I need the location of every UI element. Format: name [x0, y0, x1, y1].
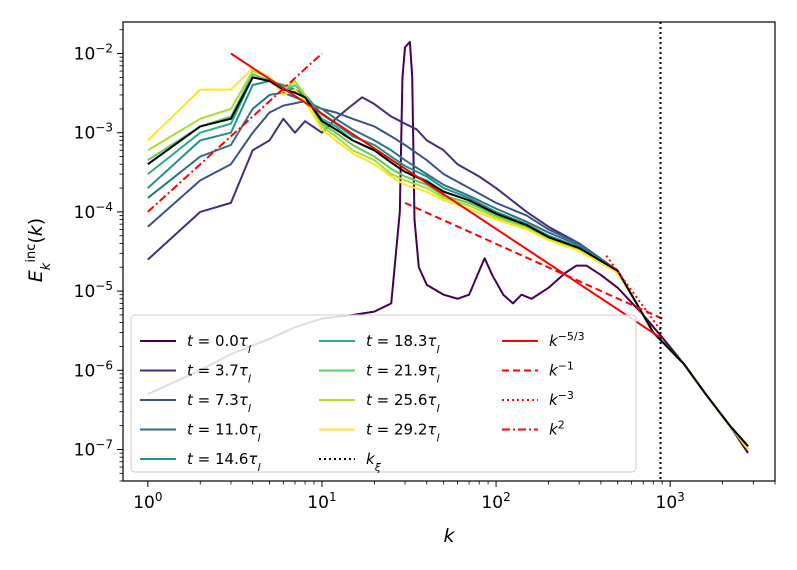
x-tick-label: 101 — [307, 490, 336, 513]
legend: t = 0.0τl t = 3.7τl t = 7.3τl t = 11.0τl t =… — [130, 314, 637, 474]
legend-label-k-xi: kξ — [366, 450, 382, 474]
legend-label-ref-2: k−3 — [549, 389, 574, 410]
legend-label-series-1: t = 3.7τl — [187, 362, 251, 386]
y-tick-label: 10−7 — [74, 437, 113, 460]
reference-line-1 — [404, 201, 663, 320]
legend-label-series-7: t = 25.6τl — [366, 391, 440, 415]
legend-label-series-5: t = 18.3τl — [366, 332, 440, 356]
legend-label-series-2: t = 7.3τl — [187, 391, 251, 415]
y-tick-label: 10−6 — [74, 358, 113, 381]
legend-box — [130, 314, 637, 473]
legend-label-ref-0: k−5/3 — [549, 330, 585, 351]
legend-label-series-4: t = 14.6τl — [187, 450, 261, 474]
series-line-0 — [147, 40, 749, 454]
legend-label-ref-3: k2 — [549, 418, 565, 439]
legend-label-series-6: t = 21.9τl — [366, 362, 440, 386]
y-tick-label: 10−2 — [74, 42, 113, 65]
legend-label-series-8: t = 29.2τl — [366, 421, 440, 445]
reference-line-0 — [230, 52, 663, 340]
legend-label-series-0: t = 0.0τl — [187, 332, 251, 356]
x-tick-label: 100 — [133, 490, 162, 513]
y-tick-label: 10−5 — [74, 279, 113, 302]
x-tick-label: 103 — [656, 490, 685, 513]
legend-label-series-3: t = 11.0τl — [187, 421, 261, 445]
legend-label-ref-1: k−1 — [549, 359, 574, 380]
x-tick-label: 102 — [481, 490, 510, 513]
axis-ticks: 100 101 102 103 10−7 10−6 10−5 10−4 10−3 10−2 — [74, 29, 776, 513]
plot-frame — [122, 21, 776, 482]
x-axis-label: k — [443, 525, 455, 547]
y-tick-label: 10−3 — [74, 121, 113, 144]
reference-line-2 — [605, 255, 664, 334]
mean-spectrum-line — [147, 76, 749, 447]
plot-area — [147, 22, 749, 481]
y-tick-label: 10−4 — [74, 200, 113, 223]
y-axis-label: Ekinc(k) — [24, 218, 54, 282]
reference-line-3 — [147, 52, 323, 213]
